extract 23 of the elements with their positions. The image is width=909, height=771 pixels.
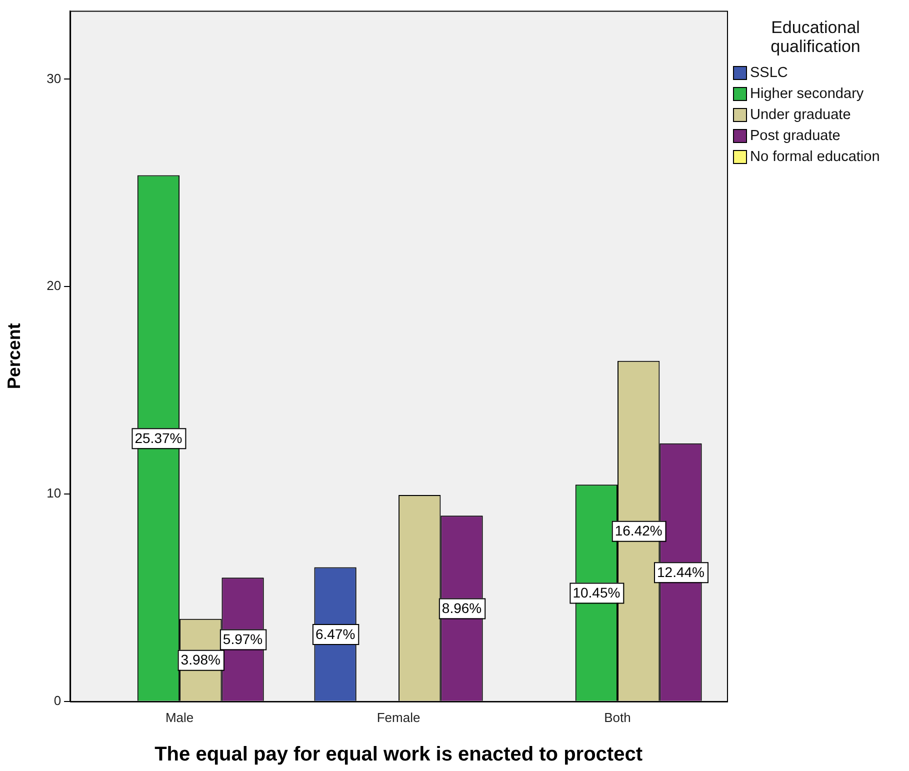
x-tick-label: Female — [376, 710, 420, 725]
data-label: 5.97% — [222, 631, 263, 648]
x-tick-label: Both — [604, 710, 631, 725]
data-label: 6.47% — [315, 626, 356, 642]
legend-label: Under graduate — [750, 106, 851, 122]
y-tick-label: 10 — [46, 486, 62, 501]
legend-label: No formal education — [750, 148, 880, 164]
data-label: 8.96% — [442, 600, 482, 616]
data-label: 3.98% — [180, 652, 220, 668]
data-label: 12.44% — [657, 564, 704, 580]
y-axis-title: Percent — [4, 323, 24, 390]
data-label: 10.45% — [572, 584, 620, 601]
x-axis-title: The equal pay for equal work is enacted to proctect — [154, 744, 643, 766]
legend-label: SSLC — [750, 64, 788, 80]
data-label: 25.37% — [134, 430, 182, 446]
data-label: 16.42% — [614, 522, 662, 539]
y-tick-label: 0 — [54, 692, 62, 708]
legend-label: Post graduate — [750, 128, 840, 144]
y-tick-label: 20 — [46, 278, 62, 294]
y-tick-label: 30 — [46, 70, 62, 86]
legend-title: Educational qualification — [770, 18, 862, 56]
legend-label: Higher secondary — [750, 86, 864, 102]
x-tick-label: Male — [165, 710, 194, 725]
